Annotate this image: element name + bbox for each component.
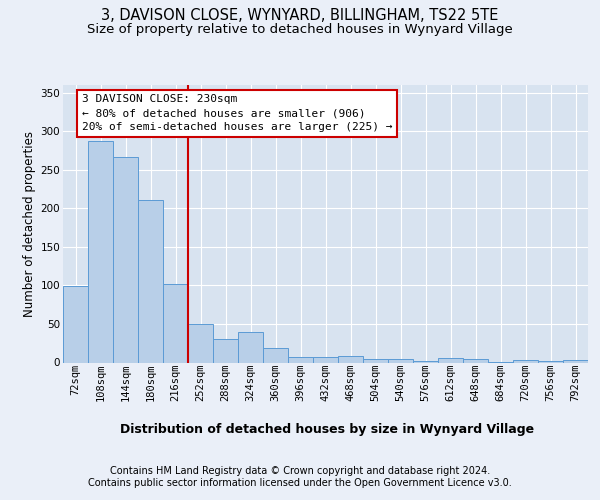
Bar bbox=[238, 332, 263, 362]
Bar bbox=[563, 360, 588, 362]
Bar bbox=[288, 357, 313, 362]
Bar bbox=[513, 360, 538, 362]
Bar bbox=[63, 286, 88, 362]
Y-axis label: Number of detached properties: Number of detached properties bbox=[23, 130, 37, 317]
Text: 3, DAVISON CLOSE, WYNYARD, BILLINGHAM, TS22 5TE: 3, DAVISON CLOSE, WYNYARD, BILLINGHAM, T… bbox=[101, 8, 499, 22]
Text: Contains HM Land Registry data © Crown copyright and database right 2024.: Contains HM Land Registry data © Crown c… bbox=[110, 466, 490, 476]
Bar bbox=[113, 156, 138, 362]
Bar bbox=[338, 356, 363, 362]
Bar bbox=[413, 361, 438, 362]
Bar bbox=[138, 200, 163, 362]
Bar bbox=[538, 361, 563, 362]
Text: 3 DAVISON CLOSE: 230sqm
← 80% of detached houses are smaller (906)
20% of semi-d: 3 DAVISON CLOSE: 230sqm ← 80% of detache… bbox=[82, 94, 392, 132]
Bar bbox=[313, 357, 338, 362]
Bar bbox=[163, 284, 188, 362]
Bar bbox=[188, 324, 213, 362]
Bar bbox=[463, 358, 488, 362]
Bar bbox=[213, 340, 238, 362]
Text: Distribution of detached houses by size in Wynyard Village: Distribution of detached houses by size … bbox=[120, 422, 534, 436]
Text: Size of property relative to detached houses in Wynyard Village: Size of property relative to detached ho… bbox=[87, 22, 513, 36]
Bar bbox=[438, 358, 463, 362]
Text: Contains public sector information licensed under the Open Government Licence v3: Contains public sector information licen… bbox=[88, 478, 512, 488]
Bar bbox=[263, 348, 288, 362]
Bar bbox=[88, 142, 113, 362]
Bar bbox=[388, 360, 413, 362]
Bar bbox=[363, 358, 388, 362]
